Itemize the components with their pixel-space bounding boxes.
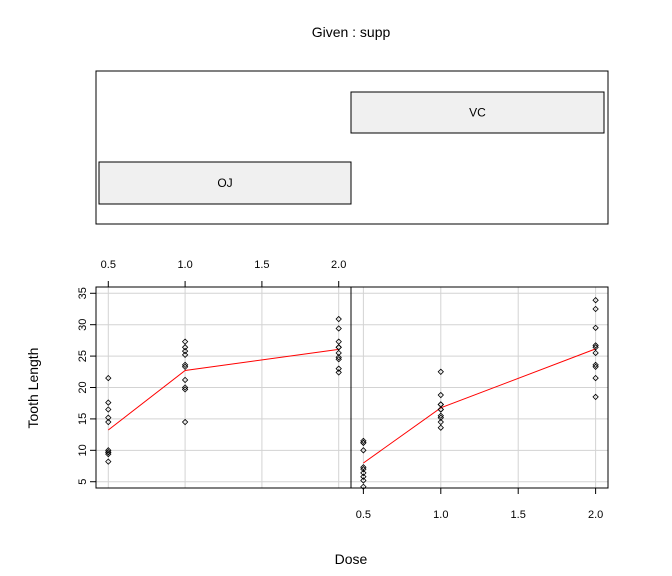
axes: 0.5 1.0 1.5 2.0 0.5 1.0 1.5 2.0 5 10 15 20 25 30 35 [77,259,603,521]
point-vc [592,361,599,369]
point-oj [181,351,189,359]
point-oj [181,418,189,426]
point-vc [592,363,599,370]
point-vc [360,439,367,446]
point-oj [105,449,112,456]
point-oj [335,344,342,351]
point-vc [360,437,367,445]
point-vc [360,477,367,484]
point-vc [592,349,599,357]
y-tick-label: 10 [77,444,89,456]
point-vc [360,465,367,473]
x-tick-label-bottom: 1.5 [511,509,526,521]
panel-vc-frame [350,286,609,489]
point-oj [181,384,189,391]
x-axis-label: Dose [335,551,368,567]
point-oj [181,344,189,351]
x-tick-label-bottom: 1.0 [433,509,448,521]
given-bar-label-vc: VC [469,106,486,120]
point-oj [105,418,112,426]
point-oj [181,376,189,384]
data-points [105,297,599,490]
fit-line-oj [107,348,339,431]
x-tick-label-bottom: 0.5 [356,509,371,521]
point-vc [360,469,367,477]
fit-line-vc [363,348,596,464]
given-bars: OJ VC [98,91,605,205]
point-vc [437,412,444,419]
point-oj [105,406,112,413]
y-tick-label: 25 [77,350,89,362]
point-vc [360,447,367,454]
x-tick-label-bottom: 2.0 [588,509,603,521]
fit-lines [107,348,596,464]
point-vc [437,368,444,375]
point-vc [437,391,444,399]
point-oj [105,447,112,454]
x-tick-label-top: 1.5 [254,259,269,271]
x-tick-label-top: 1.0 [177,259,192,271]
point-oj [105,374,112,382]
grid [96,287,608,488]
point-vc [360,473,367,480]
point-oj [105,399,112,406]
x-tick-label-top: 2.0 [331,259,346,271]
point-vc [592,297,599,304]
y-tick-label: 15 [77,413,89,425]
y-tick-label: 5 [77,479,89,485]
point-oj [105,458,112,465]
point-vc [437,406,444,413]
point-vc [592,342,599,349]
chart-title: Given : supp [312,24,391,40]
point-oj [181,347,189,355]
given-panel [95,70,609,225]
point-oj [335,315,342,323]
given-bar-oj [98,161,352,205]
point-vc [592,305,599,313]
given-bar-label-oj: OJ [217,176,232,190]
given-bar-vc [350,91,605,134]
point-vc [437,424,444,431]
y-axis-label: Tooth Length [25,348,41,429]
point-vc [592,324,599,331]
point-oj [335,365,342,372]
point-oj [335,369,342,376]
y-tick-label: 30 [77,319,89,331]
point-oj [335,338,342,345]
point-oj [181,361,189,369]
point-oj [105,414,112,421]
point-vc [592,393,599,401]
point-oj [335,349,342,357]
y-tick-label: 35 [77,287,89,299]
point-vc [437,418,444,426]
point-vc [437,401,444,408]
point-oj [335,354,342,361]
x-tick-label-top: 0.5 [101,259,116,271]
point-oj [335,325,342,332]
point-oj [181,338,189,345]
y-tick-label: 20 [77,381,89,393]
point-vc [592,374,599,382]
